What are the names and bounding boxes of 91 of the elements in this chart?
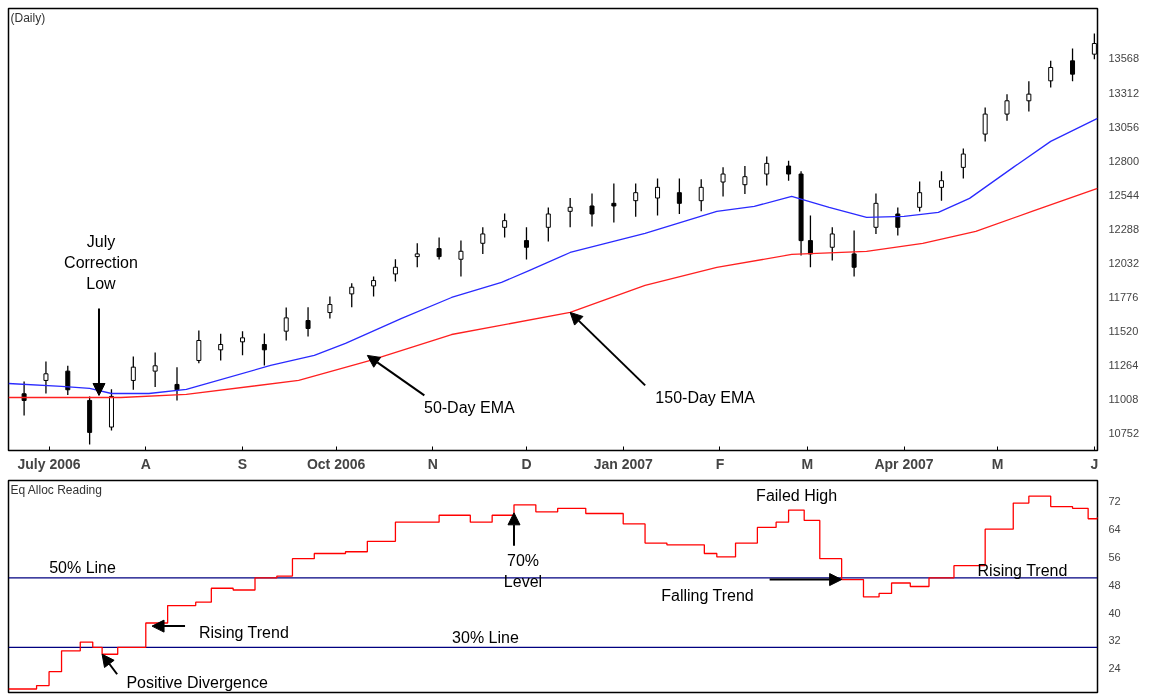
x-tick-label: Jan 2007: [593, 455, 653, 472]
x-tick-label: A: [140, 455, 151, 472]
y-tick-label: 11008: [1108, 393, 1139, 406]
y-tick-label: 13568: [1108, 52, 1140, 65]
candlestick: [917, 180, 923, 213]
candlestick: [742, 165, 748, 195]
candlestick: [698, 178, 704, 212]
candlestick: [611, 182, 617, 224]
x-tick-label: July 2006: [17, 455, 81, 472]
y-tick-label: 12800: [1108, 154, 1140, 167]
y-tick-label: 64: [1108, 523, 1121, 536]
y-tick-label: 48: [1108, 578, 1121, 591]
candlestick: [1004, 93, 1010, 122]
y-tick-label: 32: [1108, 634, 1121, 647]
y-tick-label: 56: [1108, 550, 1121, 563]
candlestick: [436, 236, 442, 261]
candlestick: [786, 160, 792, 182]
annotation: Rising Trend: [198, 623, 289, 641]
candlestick: [960, 147, 966, 180]
candlestick: [261, 332, 267, 367]
y-tick-label: 13312: [1108, 86, 1140, 99]
candlestick: [152, 351, 158, 388]
annotation: 50-Day EMA: [423, 398, 516, 416]
y-tick-label: 11520: [1108, 325, 1139, 338]
candlestick: [305, 306, 311, 338]
candlestick: [873, 192, 879, 235]
y-tick-label: 40: [1108, 606, 1121, 619]
candlestick: [502, 212, 508, 239]
x-tick-label: N: [427, 455, 438, 472]
candlestick: [720, 166, 726, 198]
ref-line-label: 30% Line: [452, 628, 519, 646]
chart-title: Eq Alloc Reading: [10, 482, 102, 497]
x-tick-label: Oct 2006: [306, 455, 366, 472]
candlestick: [414, 242, 420, 268]
y-tick-label: 24: [1108, 662, 1121, 675]
y-tick-label: 11776: [1108, 291, 1139, 304]
candlestick: [392, 258, 398, 283]
candlestick: [480, 226, 486, 255]
y-tick-label: 13056: [1108, 120, 1140, 133]
candlestick: [1048, 60, 1054, 89]
annotation: 150-Day EMA: [655, 388, 756, 406]
candlestick: [458, 239, 464, 278]
y-tick-label: 72: [1108, 495, 1121, 508]
y-tick-label: 10752: [1108, 427, 1140, 440]
candlestick: [283, 306, 289, 342]
candlestick: [371, 275, 377, 298]
annotation: Falling Trend: [661, 587, 754, 605]
candlestick: [676, 177, 682, 215]
y-tick-label: 12544: [1108, 188, 1140, 201]
annotation: July Correction Low: [64, 232, 138, 293]
candlestick: [567, 197, 573, 228]
x-tick-label: M: [991, 455, 1004, 472]
candlestick: [21, 380, 27, 417]
candlestick: [327, 295, 333, 320]
candlestick: [938, 170, 944, 202]
candlestick: [1026, 80, 1032, 113]
candlestick: [851, 229, 857, 278]
candlestick: [130, 355, 136, 391]
candlestick: [982, 106, 988, 143]
candlestick: [65, 365, 71, 396]
candlestick: [633, 182, 639, 218]
chart-title: (Daily): [10, 10, 46, 25]
candlestick: [829, 226, 835, 262]
candlestick: [589, 192, 595, 228]
candlestick: [196, 329, 202, 364]
x-tick-label: S: [237, 455, 248, 472]
x-tick-label: F: [715, 455, 725, 472]
candlestick: [43, 360, 49, 395]
candlestick: [218, 333, 224, 362]
candlestick: [655, 177, 661, 217]
candlestick: [174, 366, 180, 402]
ref-line-label: 50% Line: [49, 559, 117, 577]
annotation: 70% Level: [503, 551, 543, 590]
x-tick-label: J: [1090, 455, 1099, 472]
candlestick: [807, 214, 813, 268]
candlestick: [240, 330, 246, 356]
candlestick: [349, 282, 355, 308]
annotation: Failed High: [756, 486, 838, 504]
y-tick-label: 12032: [1108, 256, 1140, 269]
candlestick: [523, 226, 529, 261]
x-tick-label: M: [801, 455, 814, 472]
y-tick-label: 12288: [1108, 222, 1140, 235]
candlestick: [1070, 47, 1076, 82]
annotation: Rising Trend: [977, 561, 1068, 579]
annotation: Positive Divergence: [126, 673, 268, 691]
y-tick-label: 11264: [1108, 359, 1139, 372]
candlestick: [895, 206, 901, 237]
x-tick-label: Apr 2007: [874, 455, 934, 472]
candlestick: [764, 155, 770, 187]
x-tick-label: D: [521, 455, 532, 472]
candlestick: [545, 206, 551, 243]
